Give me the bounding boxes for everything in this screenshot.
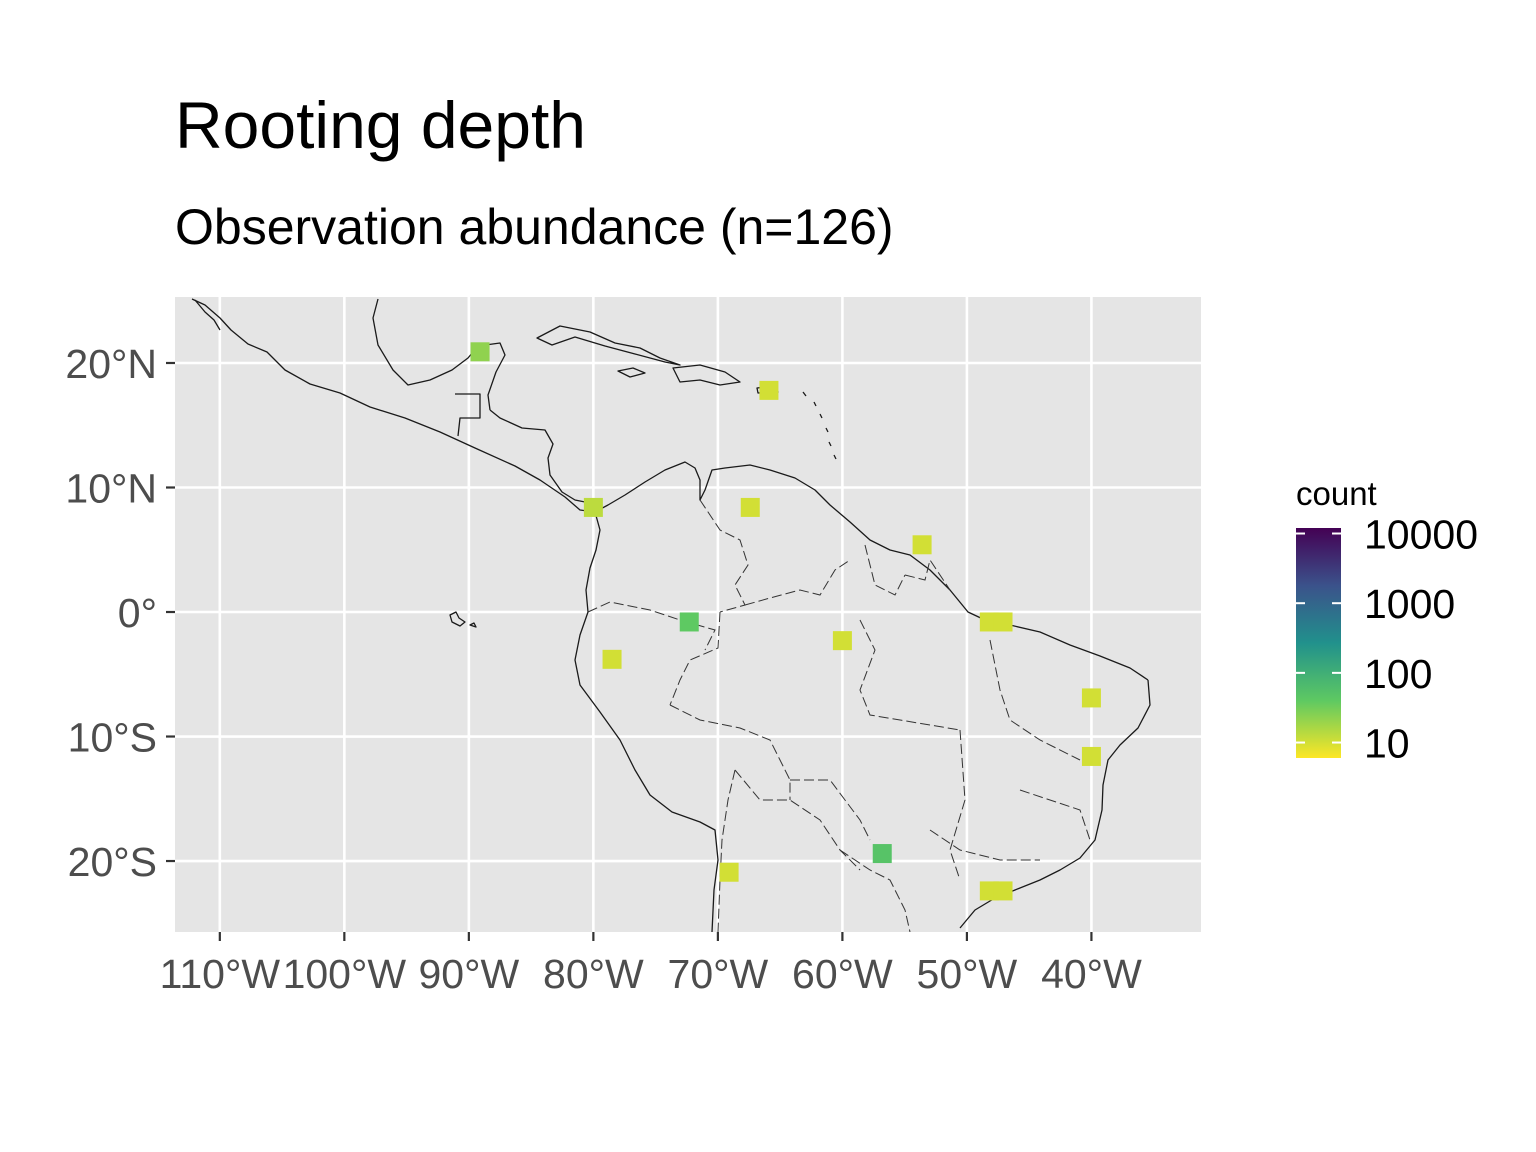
y-axis: 20°N 10°N 0° 10°S 20°S (65, 341, 175, 885)
y-tick-label: 20°N (65, 341, 157, 387)
coastline-galapagos (449, 611, 477, 628)
border-suriname-guiana (904, 558, 951, 591)
observation-tile (583, 497, 603, 517)
observation-tile (719, 862, 739, 882)
border-brazil-states-1 (859, 619, 961, 731)
border-paraguay-argentina (839, 849, 911, 932)
x-axis: 110°W 100°W 90°W 80°W 70°W 60°W 50°W 40°W (160, 932, 1142, 997)
observation-points (470, 342, 1101, 901)
x-tick-label: 90°W (419, 951, 520, 997)
observation-tile (1081, 688, 1101, 708)
y-tick-label: 0° (118, 590, 157, 636)
border-venezuela-brazil (744, 559, 851, 606)
y-tick-label: 20°S (68, 839, 157, 885)
legend-label: 10 (1364, 721, 1410, 767)
observation-tile (832, 631, 852, 651)
y-tick-label: 10°S (68, 715, 157, 761)
observation-tile (993, 881, 1013, 901)
x-tick-label: 70°W (668, 951, 769, 997)
coastline-south-america-west (574, 511, 719, 932)
legend-colorbar (1296, 528, 1341, 758)
observation-tile (993, 612, 1013, 632)
legend: count 10 100 1000 10000 (1296, 475, 1478, 767)
legend-label: 1000 (1364, 581, 1455, 627)
coastline-lesser-antilles (802, 391, 837, 460)
border-bolivia-brazil (790, 779, 871, 841)
coastline-jamaica (617, 367, 646, 378)
x-tick-label: 100°W (283, 951, 407, 997)
coastline-baja (194, 299, 221, 331)
border-belize-guatemala (455, 393, 481, 437)
coastline-gulf (372, 298, 506, 411)
observation-tile (759, 380, 779, 400)
coastline-hispaniola (672, 364, 741, 386)
country-borders (587, 499, 1091, 932)
coastline-central-america-pacific (191, 298, 596, 513)
y-tick-label: 10°N (65, 466, 157, 512)
observation-tile (912, 535, 932, 555)
map-subtitle: Observation abundance (n=126) (175, 199, 894, 255)
observation-tile (740, 497, 760, 517)
observation-tile (1081, 746, 1101, 766)
border-brazil-states-2 (949, 729, 966, 881)
border-brazil-states-5 (929, 829, 1040, 861)
observation-tile (470, 342, 490, 362)
map-title: Rooting depth (175, 88, 586, 162)
observation-tile (872, 844, 892, 864)
coastline-cuba (536, 325, 681, 366)
legend-ticks: 10 100 1000 10000 (1296, 512, 1478, 767)
border-peru-brazil (669, 704, 791, 800)
border-chile-argentina (717, 769, 736, 932)
x-tick-label: 110°W (160, 951, 281, 997)
observation-tile (679, 612, 699, 632)
legend-title: count (1296, 475, 1377, 512)
x-tick-label: 50°W (917, 951, 1018, 997)
observation-tile (602, 649, 622, 669)
border-brazil-states-4 (1019, 789, 1091, 841)
coastline-central-america-caribbean (489, 409, 591, 504)
x-tick-label: 60°W (792, 951, 893, 997)
legend-label: 10000 (1364, 512, 1478, 558)
border-bolivia-paraguay (734, 769, 861, 871)
x-tick-label: 80°W (543, 951, 644, 997)
border-brazil-states-3 (989, 639, 1081, 761)
border-guyana-suriname (864, 544, 906, 596)
legend-label: 100 (1364, 651, 1432, 697)
border-ecuador-peru (587, 601, 716, 651)
gridlines (175, 297, 1201, 932)
x-tick-label: 40°W (1041, 951, 1142, 997)
